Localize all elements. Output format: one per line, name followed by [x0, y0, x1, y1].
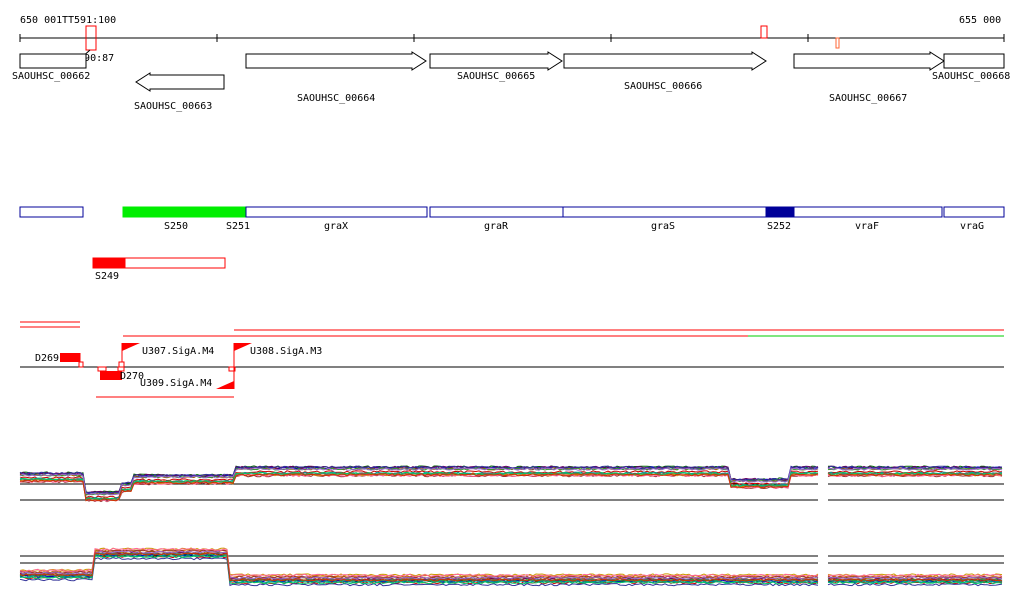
- regulatory-label: U307.SigA.M4: [142, 346, 214, 357]
- segment-box[interactable]: [793, 206, 943, 218]
- expression-trace: [20, 473, 819, 502]
- segment-label: graS: [651, 221, 675, 232]
- gene-label: SAOUHSC_00662: [12, 71, 90, 82]
- terminator-label: TT591:100: [62, 15, 116, 26]
- segment-label: vraF: [855, 221, 879, 232]
- dna-binding-site[interactable]: [60, 353, 80, 362]
- site-marker: [97, 366, 107, 372]
- antisense-segment-track: S249: [92, 257, 226, 282]
- expression-trace: [19, 471, 819, 501]
- segment-box[interactable]: [943, 206, 1005, 218]
- segment-label: graX: [324, 221, 348, 232]
- expression-trace: [19, 467, 819, 496]
- segment-box[interactable]: [765, 206, 795, 218]
- expression-trace: [19, 552, 819, 582]
- expression-trace: [827, 473, 1003, 477]
- expression-trace: [827, 578, 1003, 582]
- gene-label: SAOUHSC_00667: [829, 93, 907, 104]
- promoter-flag[interactable]: [216, 381, 234, 389]
- segment-box[interactable]: [429, 206, 564, 218]
- gene-arrow[interactable]: [943, 53, 1005, 69]
- gene-arrow[interactable]: [135, 72, 225, 92]
- site-marker: [118, 361, 125, 368]
- segment-track: S250 S251 graX graR graS S252 vraF vraG: [19, 206, 1005, 232]
- segment-box[interactable]: [245, 206, 428, 218]
- gene-label: SAOUHSC_00663: [134, 101, 212, 112]
- segment-box[interactable]: [122, 206, 247, 218]
- terminator-label: TT590:87: [66, 53, 114, 64]
- expression-trace: [827, 465, 1003, 469]
- site-marker: [228, 366, 236, 372]
- promoter-flag[interactable]: [122, 343, 140, 351]
- expression-trace: [19, 473, 819, 502]
- expression-trace: [827, 467, 1003, 471]
- expression-trace: [19, 555, 819, 585]
- dna-binding-site[interactable]: [100, 371, 122, 380]
- regulatory-label: D270: [120, 371, 144, 382]
- promoter-flag[interactable]: [234, 343, 252, 351]
- expression-trace: [19, 474, 818, 503]
- segment-label: graR: [484, 221, 509, 232]
- expression-trace: [827, 578, 1003, 582]
- gene-arrow[interactable]: [19, 53, 87, 69]
- gene-arrow[interactable]: [793, 51, 945, 71]
- gene-arrow[interactable]: [429, 51, 563, 71]
- terminator-mark[interactable]: [760, 25, 768, 39]
- antisense-segment-fill: [92, 257, 126, 269]
- expression-trace: [827, 581, 1003, 585]
- regulatory-label: D269: [35, 353, 59, 364]
- ruler-end-label: 655 000: [959, 15, 1001, 26]
- gene-label: SAOUHSC_00664: [297, 93, 375, 104]
- expression-trace: [827, 573, 1003, 577]
- gene-label: SAOUHSC_00665: [457, 71, 535, 82]
- gene-track: SAOUHSC_00662 SAOUHSC_00663 SAOUHSC_0066…: [12, 51, 1010, 112]
- expression-trace: [827, 576, 1003, 580]
- segment-label: vraG: [960, 221, 984, 232]
- expression-trace: [19, 465, 819, 494]
- segment-label: S249: [95, 271, 119, 282]
- expression-trace: [19, 471, 818, 501]
- expression-trace: [19, 465, 819, 494]
- expression-profile-antisense: [19, 547, 1004, 587]
- terminator-mark[interactable]: [85, 25, 97, 51]
- terminator-mark[interactable]: [835, 37, 840, 49]
- segment-box[interactable]: [562, 206, 767, 218]
- ruler-start-label: 650 001: [20, 15, 62, 26]
- expression-trace: [827, 470, 1003, 474]
- segment-label: S250: [164, 221, 188, 232]
- gene-label: SAOUHSC_00668: [932, 71, 1010, 82]
- segment-label: S251: [226, 221, 250, 232]
- regulatory-track: D269 D270 U307.SigA.M4 U308.SigA.M3 U309…: [20, 321, 1004, 398]
- regulatory-label: U308.SigA.M3: [250, 346, 322, 357]
- gene-arrow[interactable]: [563, 51, 767, 71]
- expression-trace: [827, 471, 1003, 476]
- expression-trace: [19, 547, 819, 577]
- segment-box[interactable]: [19, 206, 84, 218]
- coordinate-ruler: 650 001 655 000: [19, 15, 1005, 42]
- gene-label: SAOUHSC_00666: [624, 81, 702, 92]
- expression-profile-sense: [19, 465, 1004, 503]
- expression-trace: [827, 582, 1003, 587]
- expression-trace: [19, 557, 819, 587]
- site-marker: [78, 361, 84, 368]
- segment-label: S252: [767, 221, 791, 232]
- gene-arrow[interactable]: [245, 51, 427, 71]
- expression-trace: [19, 547, 819, 578]
- expression-trace: [19, 550, 819, 580]
- regulatory-label: U309.SigA.M4: [140, 378, 212, 389]
